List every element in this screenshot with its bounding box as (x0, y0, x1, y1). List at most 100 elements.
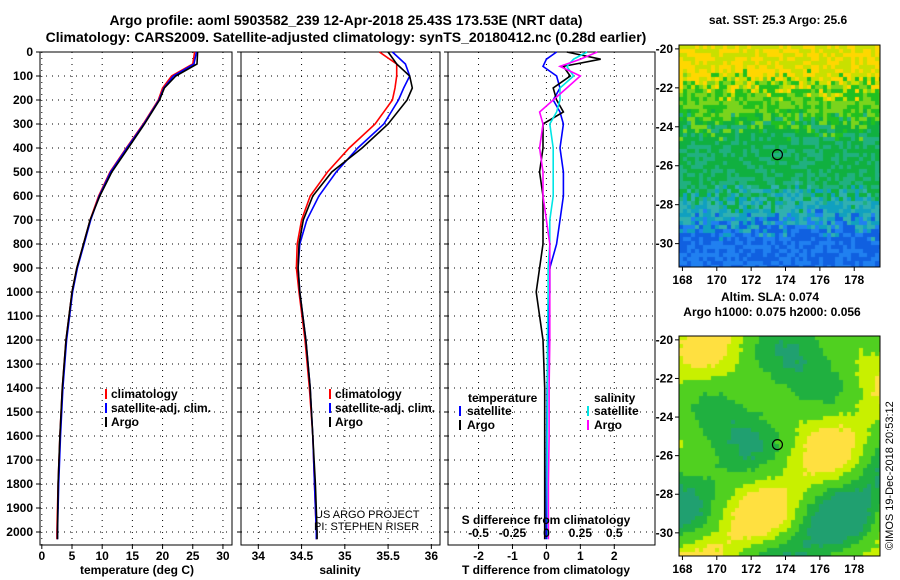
legend-swatch (587, 420, 589, 430)
x-tick-label: 30 (216, 549, 230, 563)
legend-label: satellite (467, 404, 512, 418)
lat-tick-label: -28 (656, 198, 674, 212)
lat-tick-label: -30 (656, 237, 674, 251)
lat-tick-label: -28 (656, 487, 674, 501)
y-tick-label: 2000 (6, 525, 33, 539)
profile-line-s-argo (538, 51, 598, 540)
lon-tick-label: 176 (810, 562, 830, 576)
y-tick-label: 1200 (6, 333, 33, 347)
sla-map (679, 336, 880, 556)
profile-line-t-satellite (541, 51, 565, 540)
y-tick-label: 1400 (6, 381, 33, 395)
lat-tick-label: -26 (656, 449, 674, 463)
legend-label: climatology (335, 387, 402, 401)
panel-frame (447, 51, 656, 546)
lon-tick-label: 172 (741, 562, 761, 576)
x-tick-label: 1 (577, 549, 584, 563)
legend-swatch (105, 417, 107, 427)
lat-tick-label: -24 (656, 120, 674, 134)
project-credit: US ARGO PROJECT (315, 509, 420, 521)
x-tick-label: 5 (69, 549, 76, 563)
profile-line-satellite-adj-clim- (56, 51, 198, 540)
y-tick-label: 1300 (6, 357, 33, 371)
lat-tick-label: -20 (656, 42, 674, 56)
legend-label: satellite (594, 404, 639, 418)
legend-swatch (329, 417, 331, 427)
panel-frame (39, 51, 233, 546)
y-tick-label: 1700 (6, 453, 33, 467)
lon-tick-label: 174 (775, 273, 795, 287)
diff-xlabel: T difference from climatology (462, 563, 630, 577)
legend-swatch (105, 403, 107, 413)
legend-swatch (329, 403, 331, 413)
lon-tick-label: 178 (844, 562, 864, 576)
x-tick-label: 2 (611, 549, 618, 563)
map2-subtitle: Argo h1000: 0.075 h2000: 0.056 (683, 305, 861, 319)
lon-tick-label: 168 (672, 562, 692, 576)
panel-frame (240, 51, 441, 546)
x-tick-label: 0 (543, 549, 550, 563)
lat-tick-label: -26 (656, 159, 674, 173)
lat-tick-label: -30 (656, 526, 674, 540)
x-tick-label: 10 (96, 549, 110, 563)
x-tick-label: 34.5 (290, 549, 314, 563)
legend-title-temperature: temperature (468, 391, 538, 405)
profile-line-argo (297, 51, 414, 540)
y-tick-label: 1600 (6, 429, 33, 443)
legend-label: Argo (335, 415, 363, 429)
x-tick-label: 0 (38, 549, 45, 563)
map2-title: Altim. SLA: 0.074 (721, 290, 819, 304)
lat-tick-label: -22 (656, 81, 674, 95)
legend-label: climatology (111, 387, 178, 401)
legend-label: Argo (111, 415, 139, 429)
profile-line-climatology (56, 51, 196, 540)
diff-x2label: S difference from climatology (462, 513, 631, 527)
temp-xlabel: temperature (deg C) (80, 563, 194, 577)
x-tick-label: 36 (425, 549, 439, 563)
y-tick-label: 800 (13, 237, 33, 251)
lat-tick-label: -22 (656, 371, 674, 385)
title-line2: Climatology: CARS2009. Satellite-adjuste… (46, 29, 647, 45)
map1-title: sat. SST: 25.3 Argo: 25.6 (709, 13, 848, 27)
x2-tick-label: -0.25 (499, 526, 527, 540)
x2-tick-label: 0.5 (606, 526, 623, 540)
imos-stamp: ©IMOS 19-Dec-2018 20:53:12 (884, 401, 896, 550)
y-tick-label: 1800 (6, 477, 33, 491)
sal-xlabel: salinity (319, 563, 361, 577)
title-line1: Argo profile: aoml 5903582_239 12-Apr-20… (109, 12, 582, 28)
legend-label: Argo (594, 418, 622, 432)
lat-tick-label: -24 (656, 410, 674, 424)
x2-tick-label: 0.25 (569, 526, 593, 540)
lon-tick-label: 172 (741, 273, 761, 287)
y-tick-label: 1100 (7, 309, 33, 323)
y-tick-label: 1900 (6, 501, 33, 515)
legend-swatch (459, 406, 461, 416)
legend-swatch (329, 389, 331, 399)
y-tick-label: 500 (13, 165, 33, 179)
legend-label: Argo (467, 418, 495, 432)
y-tick-label: 700 (13, 213, 33, 227)
legend-label: satellite-adj. clim. (335, 401, 435, 415)
x-tick-label: 35.5 (376, 549, 400, 563)
y-tick-label: 0 (26, 45, 33, 59)
legend-swatch (105, 389, 107, 399)
y-tick-label: 400 (13, 141, 33, 155)
map-frame (678, 44, 881, 268)
x2-tick-label: -0.5 (468, 526, 489, 540)
lon-tick-label: 170 (707, 562, 727, 576)
lon-tick-label: 168 (672, 273, 692, 287)
y-tick-label: 1000 (6, 285, 33, 299)
x-tick-label: 20 (156, 549, 170, 563)
y-tick-label: 900 (13, 261, 33, 275)
lon-tick-label: 174 (775, 562, 795, 576)
profile-line-s-satellite (546, 51, 588, 540)
y-tick-label: 600 (13, 189, 33, 203)
legend-label: satellite-adj. clim. (111, 401, 211, 415)
lon-tick-label: 170 (707, 273, 727, 287)
x-tick-label: -2 (473, 549, 484, 563)
y-tick-label: 100 (13, 69, 33, 83)
lat-tick-label: -20 (656, 333, 674, 347)
argo-location-marker (771, 149, 784, 161)
legend-swatch (459, 420, 461, 430)
